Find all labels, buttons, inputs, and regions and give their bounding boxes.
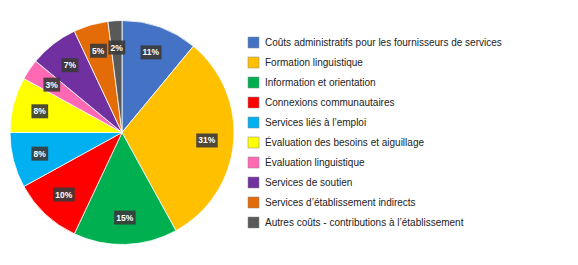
data-label-group: 8% bbox=[31, 104, 48, 118]
legend-swatch bbox=[248, 157, 259, 168]
legend-swatch bbox=[248, 217, 259, 228]
data-label: 5% bbox=[92, 46, 105, 56]
data-label-group: 5% bbox=[90, 44, 107, 58]
legend-label: Coûts administratifs pour les fournisseu… bbox=[265, 37, 502, 48]
legend-label: Services d’établissement indirects bbox=[265, 197, 416, 208]
data-label-group: 31% bbox=[196, 133, 217, 147]
data-label-group: 10% bbox=[53, 188, 74, 202]
legend-label: Connexions communautaires bbox=[265, 97, 395, 108]
legend-item: Connexions communautaires bbox=[248, 97, 395, 108]
data-label: 7% bbox=[64, 60, 77, 70]
legend-swatch bbox=[248, 197, 259, 208]
chart: 11% 31% 15% 10% 8% 8% 3% 7% 5% 2% Coûts administra… bbox=[0, 0, 578, 265]
data-label: 8% bbox=[33, 106, 46, 116]
legend-item: Évaluation linguistique bbox=[248, 156, 365, 168]
legend-item: Services de soutien bbox=[248, 177, 352, 188]
data-label: 11% bbox=[143, 47, 160, 57]
data-labels: 11% 31% 15% 10% 8% 8% 3% 7% 5% 2% bbox=[31, 41, 217, 225]
legend-label: Services de soutien bbox=[265, 177, 352, 188]
data-label: 2% bbox=[111, 43, 124, 53]
pie-slice bbox=[108, 21, 122, 133]
data-label-box bbox=[62, 58, 79, 72]
data-label: 15% bbox=[116, 213, 133, 223]
legend-label: Évaluation linguistique bbox=[265, 156, 365, 168]
legend-item: Formation linguistique bbox=[248, 57, 363, 68]
legend-label: Services liés à l’emploi bbox=[265, 117, 366, 128]
data-label: 10% bbox=[55, 190, 72, 200]
legend-item: Information et orientation bbox=[248, 77, 376, 88]
pie bbox=[10, 21, 234, 245]
legend-swatch bbox=[248, 117, 259, 128]
data-label-group: 2% bbox=[109, 41, 126, 55]
data-label-group: 11% bbox=[141, 45, 162, 59]
data-label-box bbox=[114, 211, 135, 225]
legend-item: Coûts administratifs pour les fournisseu… bbox=[248, 37, 502, 48]
legend-label: Formation linguistique bbox=[265, 57, 363, 68]
pie-slice bbox=[10, 133, 122, 187]
legend-swatch bbox=[248, 37, 259, 48]
data-label-box bbox=[90, 44, 107, 58]
legend-swatch bbox=[248, 57, 259, 68]
legend-swatch bbox=[248, 97, 259, 108]
data-label-group: 15% bbox=[114, 211, 135, 225]
legend-item: Autres coûts - contributions à l’établis… bbox=[248, 217, 464, 228]
legend-swatch bbox=[248, 177, 259, 188]
data-label: 8% bbox=[33, 149, 46, 159]
data-label-group: 8% bbox=[31, 147, 48, 161]
data-label-group: 3% bbox=[43, 78, 60, 92]
legend-label: Autres coûts - contributions à l’établis… bbox=[265, 217, 464, 228]
pie-slice bbox=[74, 21, 122, 132]
data-label-box bbox=[31, 147, 48, 161]
legend-item: Services d’établissement indirects bbox=[248, 197, 416, 208]
data-label-group: 7% bbox=[62, 58, 79, 72]
data-label-box bbox=[53, 188, 74, 202]
data-label-box bbox=[196, 133, 217, 147]
legend-item: Évaluation des besoins et aiguillage bbox=[248, 136, 424, 148]
legend-label: Information et orientation bbox=[265, 77, 376, 88]
data-label-box bbox=[43, 78, 60, 92]
data-label: 31% bbox=[198, 135, 215, 145]
data-label-box bbox=[109, 41, 126, 55]
legend-swatch bbox=[248, 137, 259, 148]
legend-label: Évaluation des besoins et aiguillage bbox=[265, 136, 424, 148]
data-label-box bbox=[141, 45, 162, 59]
data-label: 3% bbox=[45, 80, 58, 90]
legend-swatch bbox=[248, 77, 259, 88]
legend-item: Services liés à l’emploi bbox=[248, 117, 366, 128]
legend: Coûts administratifs pour les fournisseu… bbox=[248, 37, 502, 228]
data-label-box bbox=[31, 104, 48, 118]
